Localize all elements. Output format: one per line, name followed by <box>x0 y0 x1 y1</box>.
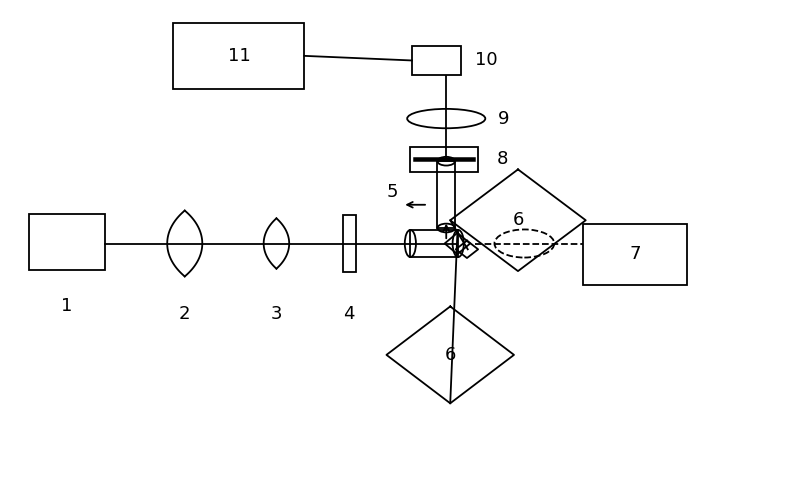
Text: 8: 8 <box>496 150 508 168</box>
Text: 1: 1 <box>61 298 73 316</box>
Text: 3: 3 <box>270 305 282 323</box>
Bar <box>410 147 478 172</box>
Text: 6: 6 <box>445 346 456 364</box>
Bar <box>438 161 455 228</box>
Text: 5: 5 <box>386 183 398 201</box>
Bar <box>410 230 458 257</box>
Bar <box>412 46 462 75</box>
Bar <box>30 214 105 270</box>
Bar <box>583 224 687 285</box>
Text: 7: 7 <box>630 245 641 263</box>
Text: 4: 4 <box>343 305 354 323</box>
Text: 10: 10 <box>474 52 498 70</box>
Text: 9: 9 <box>498 110 510 128</box>
Text: 6: 6 <box>512 211 524 229</box>
Text: 2: 2 <box>179 305 190 323</box>
Bar <box>173 23 304 89</box>
Text: 11: 11 <box>227 47 250 65</box>
Bar <box>342 215 356 272</box>
